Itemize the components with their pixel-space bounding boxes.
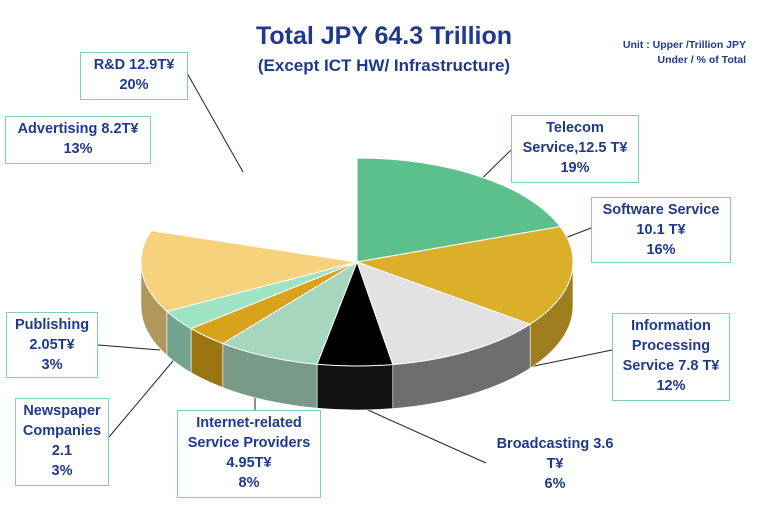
slice-r-d [150,157,358,263]
label-line: 8% [238,475,260,491]
label-line: R&D 12.9T¥ [93,57,175,73]
label-telecom-service: Telecom Service,12.5 T¥ 19% [511,115,639,183]
label-internet-related-service-providers: Internet-related Service Providers 4.95T¥ 8… [177,410,321,498]
unit-note-line: Unit : Upper /Trillion JPY [622,39,746,51]
label-line: Advertising 8.2T¥ [17,121,139,137]
label-line: 16% [646,242,676,258]
slice-telecom-service [356,157,561,263]
chart-subtitle: (Except ICT HW/ Infrastructure) [257,56,511,75]
label-line: Information [631,318,711,334]
label-line: 12% [656,378,686,394]
label-line: Broadcasting 3.6 [496,436,614,452]
label-line: T¥ [546,456,564,472]
label-line: 2.1 [51,443,73,459]
slice-internet-related-service-providers [221,260,359,365]
label-line: 4.95T¥ [226,455,272,471]
label-newspaper-companies: Newspaper Companies 2.1 3% [15,398,109,486]
label-line: 10.1 T¥ [636,222,686,238]
label-line: 3% [51,463,73,479]
unit-note: Unit : Upper /Trillion JPY Under / % of … [623,38,746,68]
chart-title: Total JPY 64.3 Trillion [255,22,513,50]
slice-information-processing-service [356,261,532,366]
label-line: 6% [544,476,566,492]
label-r-d: R&D 12.9T¥ 20% [80,52,188,100]
slice-software-service [355,226,574,325]
label-advertising: Advertising 8.2T¥ 13% [5,116,151,164]
label-publishing: Publishing 2.05T¥ 3% [6,312,98,378]
label-line: 20% [119,77,149,93]
slice-advertising [140,229,358,312]
label-line: Internet-related [196,415,302,431]
label-line: 19% [560,160,590,176]
label-software-service: Software Service 10.1 T¥ 16% [591,197,731,263]
label-line: Software Service [602,202,720,218]
slice-side-broadcasting [316,363,394,411]
label-line: Companies [22,423,102,439]
label-line: Newspaper [23,403,101,419]
label-line: Service 7.8 T¥ [622,358,720,374]
label-line: Service Providers [187,435,311,451]
label-line: Processing [631,338,711,354]
label-line: 13% [63,141,93,157]
unit-note-line: Under / % of Total [657,54,746,66]
leader-line-publishing [97,344,161,351]
label-information-processing-service: Information Processing Service 7.8 T¥ 12% [612,313,730,401]
label-broadcasting: Broadcasting 3.6 T¥ 6% [486,434,624,494]
label-line: 2.05T¥ [29,337,75,353]
label-line: Publishing [14,317,90,333]
leader-line-newspaper-companies [108,354,179,438]
label-line: Service,12.5 T¥ [522,140,628,156]
leader-line-r-d [186,72,244,173]
pie-tops [140,157,574,367]
label-line: 3% [41,357,63,373]
leader-line-broadcasting [349,401,487,464]
label-line: Telecom [546,120,604,136]
